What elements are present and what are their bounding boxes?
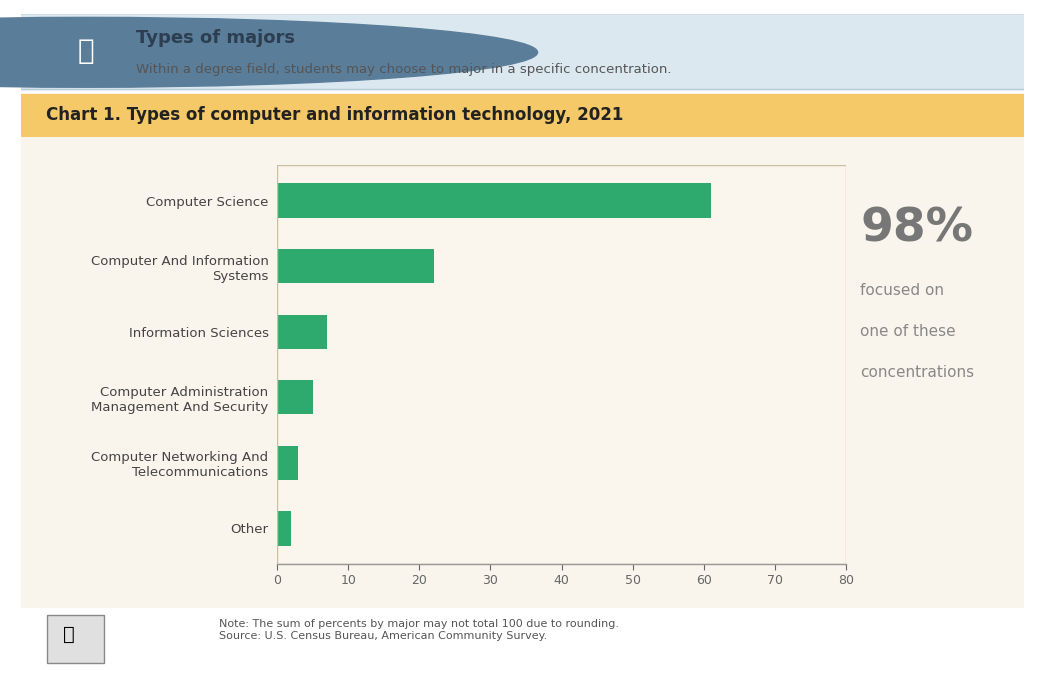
FancyBboxPatch shape [0, 14, 1045, 90]
FancyBboxPatch shape [3, 94, 1042, 137]
Bar [277, 315, 327, 349]
Text: 98%: 98% [860, 207, 973, 251]
Text: Within a degree field, students may choose to major in a specific concentration.: Within a degree field, students may choo… [136, 63, 672, 76]
Bar [277, 249, 434, 284]
FancyBboxPatch shape [47, 616, 103, 664]
Text: one of these: one of these [860, 324, 956, 340]
Text: Types of majors: Types of majors [136, 29, 296, 47]
Circle shape [0, 18, 537, 87]
Bar [277, 380, 312, 414]
Text: focused on: focused on [860, 284, 944, 298]
Text: concentrations: concentrations [860, 365, 974, 380]
FancyBboxPatch shape [8, 91, 1037, 613]
Text: 📋: 📋 [64, 625, 75, 645]
Text: Chart 1. Types of computer and information technology, 2021: Chart 1. Types of computer and informati… [46, 105, 624, 124]
Bar [277, 512, 292, 545]
Bar [277, 446, 298, 480]
Bar [277, 184, 712, 217]
Text: 🔍: 🔍 [77, 36, 94, 65]
Text: Note: The sum of percents by major may not total 100 due to rounding.
Source: U.: Note: The sum of percents by major may n… [219, 620, 620, 641]
